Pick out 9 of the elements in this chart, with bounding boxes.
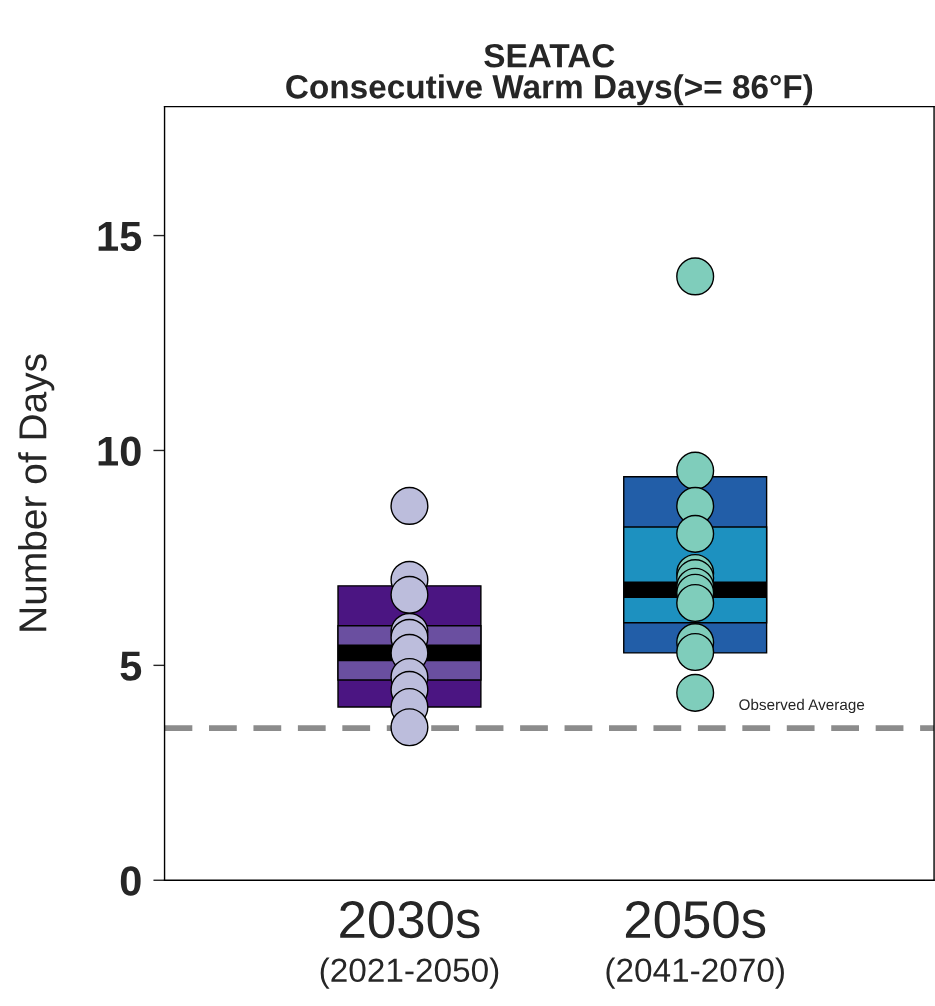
- y-tick-label: 5: [120, 651, 142, 681]
- chart-title: SEATAC Consecutive Warm Days(>= 86°F): [286, 43, 813, 106]
- x-tick-label: 2030s (2021-2050): [320, 900, 499, 989]
- ref-line-label: Observed Average: [739, 698, 865, 714]
- y-tick-label: 15: [98, 222, 142, 252]
- x-tick-label: 2050s (2041-2070): [606, 900, 784, 989]
- y-axis-title: Number of Days: [18, 354, 55, 631]
- y-tick-label: 0: [120, 866, 141, 896]
- y-tick-label: 10: [98, 436, 141, 466]
